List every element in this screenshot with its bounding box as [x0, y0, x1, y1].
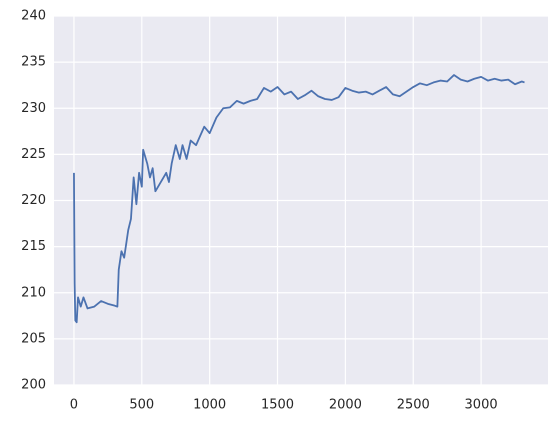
- y-tick-label: 200: [21, 378, 46, 393]
- x-tick-label: 1000: [193, 398, 226, 413]
- y-tick-label: 220: [21, 193, 46, 208]
- x-tick-label: 3000: [465, 398, 498, 413]
- y-tick-label: 225: [21, 147, 46, 162]
- data-line: [73, 74, 525, 324]
- y-tick-label: 235: [21, 55, 46, 70]
- x-tick-label: 2500: [397, 398, 430, 413]
- x-tick-label: 2000: [329, 398, 362, 413]
- y-tick-label: 240: [21, 9, 46, 24]
- x-tick-label: 500: [129, 398, 154, 413]
- x-tick-label: 0: [70, 398, 78, 413]
- y-tick-label: 205: [21, 331, 46, 346]
- y-tick-label: 210: [21, 285, 46, 300]
- x-tick-label: 1500: [261, 398, 294, 413]
- y-tick-label: 230: [21, 101, 46, 116]
- y-tick-label: 215: [21, 239, 46, 254]
